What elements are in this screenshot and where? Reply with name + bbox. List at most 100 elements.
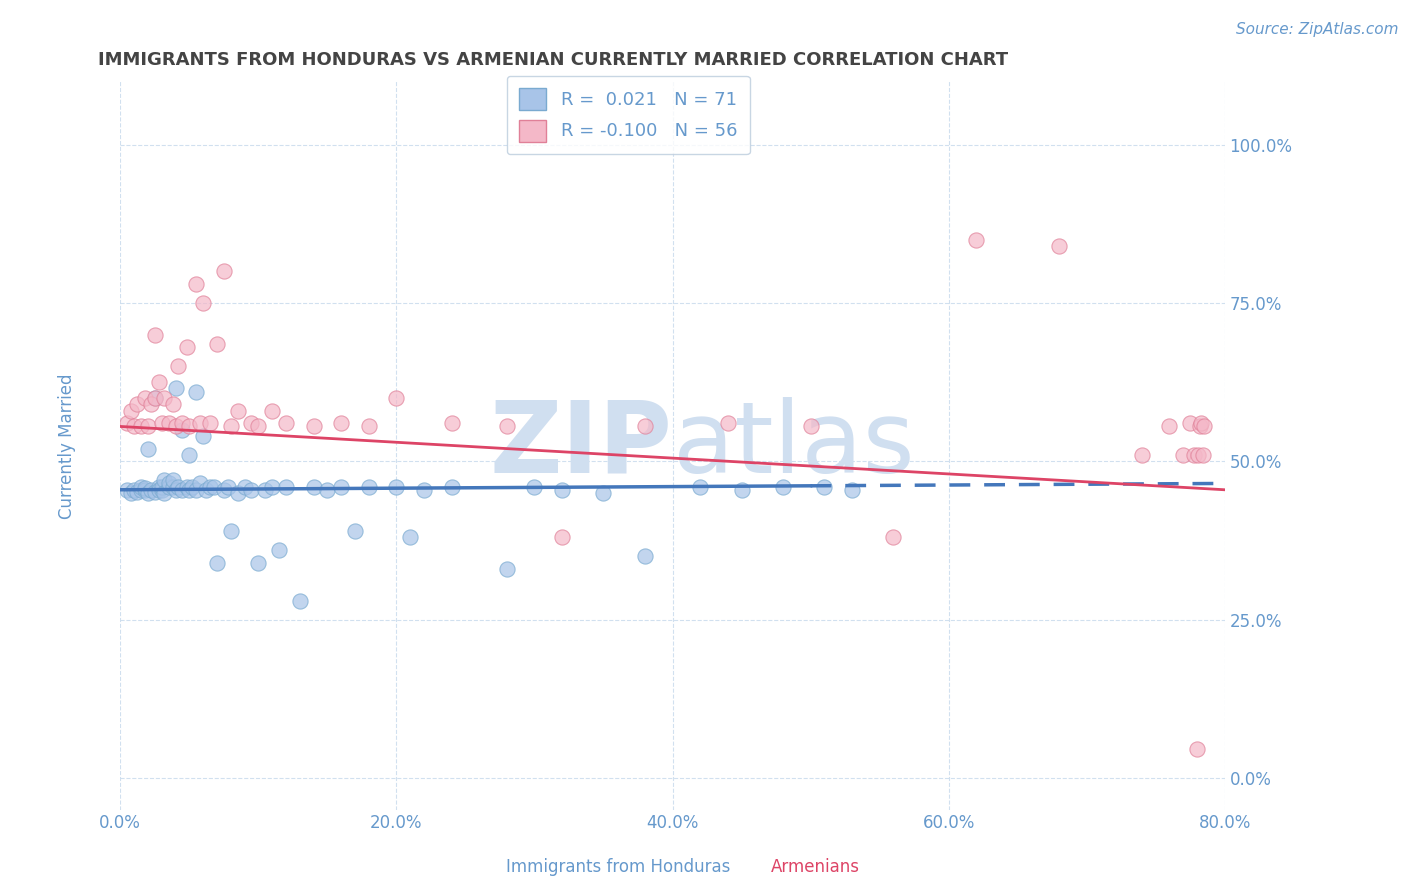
Point	[148, 480, 170, 494]
Point	[157, 476, 180, 491]
Point	[689, 480, 711, 494]
Point	[1159, 419, 1181, 434]
Point	[274, 480, 297, 494]
Point	[198, 417, 221, 431]
Point	[153, 486, 176, 500]
Point	[965, 233, 987, 247]
Point	[167, 480, 190, 494]
Point	[247, 419, 270, 434]
Point	[274, 417, 297, 431]
Point	[129, 419, 152, 434]
Point	[165, 419, 187, 434]
Point	[122, 483, 145, 497]
Point	[172, 423, 194, 437]
Point	[120, 486, 142, 500]
Point	[413, 483, 436, 497]
Point	[167, 359, 190, 374]
Point	[302, 419, 325, 434]
Point	[120, 403, 142, 417]
Point	[219, 524, 242, 538]
Point	[551, 530, 574, 544]
Point	[772, 480, 794, 494]
Point	[143, 391, 166, 405]
Point	[134, 391, 156, 405]
Point	[186, 277, 208, 291]
Point	[1185, 742, 1208, 756]
Point	[302, 480, 325, 494]
Point	[1192, 419, 1215, 434]
Point	[205, 556, 228, 570]
Point	[357, 419, 380, 434]
Point	[125, 397, 148, 411]
Point	[172, 417, 194, 431]
Point	[730, 483, 752, 497]
Point	[882, 530, 904, 544]
Point	[148, 375, 170, 389]
Point	[262, 480, 284, 494]
Point	[190, 417, 212, 431]
Point	[150, 480, 173, 494]
Point	[219, 419, 242, 434]
Point	[115, 483, 138, 497]
Point	[157, 480, 180, 494]
Point	[316, 483, 339, 497]
Point	[162, 397, 184, 411]
Point	[813, 480, 835, 494]
Point	[399, 530, 422, 544]
Point	[217, 480, 239, 494]
Point	[226, 486, 249, 500]
Text: IMMIGRANTS FROM HONDURAS VS ARMENIAN CURRENTLY MARRIED CORRELATION CHART: IMMIGRANTS FROM HONDURAS VS ARMENIAN CUR…	[98, 51, 1008, 69]
Point	[262, 403, 284, 417]
Point	[267, 543, 290, 558]
Point	[136, 419, 159, 434]
Point	[143, 327, 166, 342]
Point	[162, 480, 184, 494]
Point	[634, 419, 657, 434]
Point	[162, 473, 184, 487]
Point	[1191, 448, 1213, 462]
Point	[1188, 419, 1211, 434]
Text: Source: ZipAtlas.com: Source: ZipAtlas.com	[1236, 22, 1399, 37]
Point	[495, 419, 517, 434]
Point	[800, 419, 823, 434]
Point	[150, 417, 173, 431]
Point	[134, 481, 156, 495]
Point	[129, 483, 152, 497]
Point	[233, 480, 256, 494]
Point	[440, 417, 463, 431]
Point	[634, 549, 657, 564]
Point	[165, 381, 187, 395]
Point	[190, 476, 212, 491]
Point	[343, 524, 366, 538]
Point	[179, 419, 201, 434]
Point	[179, 483, 201, 497]
Point	[240, 483, 263, 497]
Point	[212, 264, 235, 278]
Text: Immigrants from Honduras: Immigrants from Honduras	[506, 858, 731, 876]
Point	[143, 484, 166, 499]
Point	[592, 486, 614, 500]
Point	[143, 391, 166, 405]
Point	[1047, 239, 1070, 253]
Point	[139, 397, 162, 411]
Point	[115, 417, 138, 431]
Point	[717, 417, 740, 431]
Text: Armenians: Armenians	[770, 858, 860, 876]
Point	[139, 483, 162, 497]
Point	[551, 483, 574, 497]
Point	[176, 480, 198, 494]
Point	[181, 480, 204, 494]
Point	[330, 480, 353, 494]
Point	[841, 483, 863, 497]
Legend: R =  0.021   N = 71, R = -0.100   N = 56: R = 0.021 N = 71, R = -0.100 N = 56	[506, 76, 749, 154]
Point	[150, 483, 173, 497]
Point	[148, 483, 170, 497]
Point	[129, 480, 152, 494]
Point	[357, 480, 380, 494]
Point	[254, 483, 277, 497]
Point	[165, 483, 187, 497]
Point	[198, 480, 221, 494]
Point	[202, 480, 225, 494]
Point	[440, 480, 463, 494]
Point	[122, 419, 145, 434]
